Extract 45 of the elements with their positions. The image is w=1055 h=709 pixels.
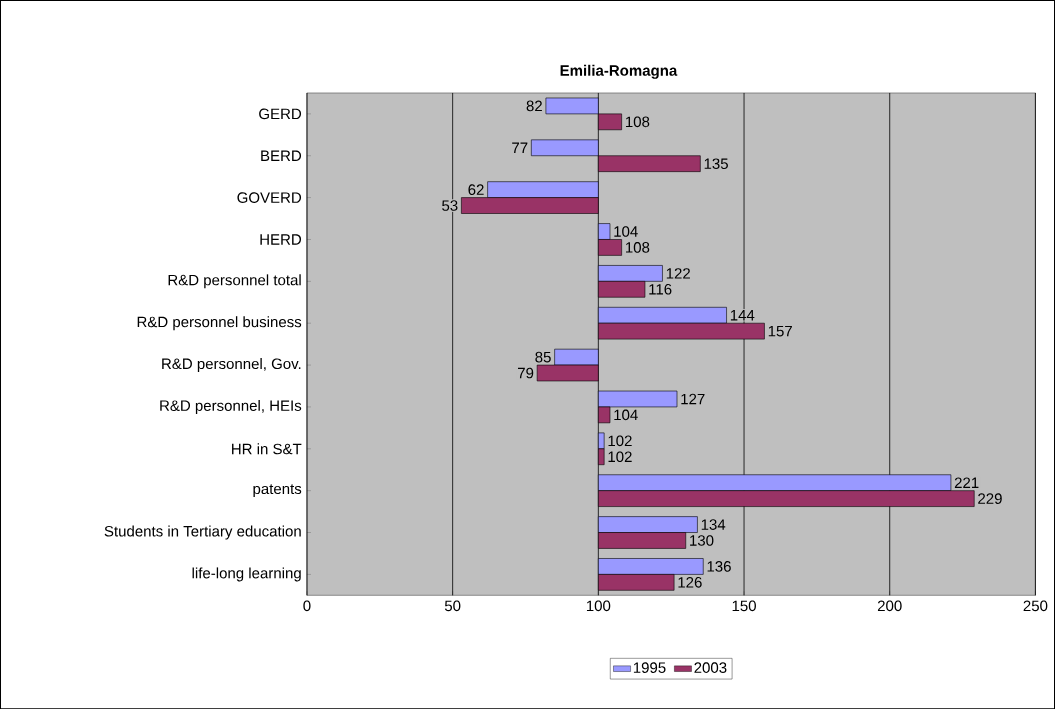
data-label: 134 — [701, 519, 726, 530]
x-tick-label: 50 — [444, 600, 461, 611]
y-tick-label: R&D personnel total — [168, 274, 301, 289]
y-tick-label: Students in Tertiary education — [104, 525, 301, 540]
data-label: 108 — [626, 241, 650, 253]
y-tick-label: R&D personnel, HEIs — [160, 399, 302, 414]
data-label: 85 — [535, 351, 551, 363]
data-label: 104 — [614, 226, 638, 237]
y-tick-label: patents — [253, 484, 302, 497]
legend-label: 1995 — [633, 662, 666, 673]
y-tick-label: GERD — [259, 108, 302, 120]
y-tick-label: BERD — [261, 150, 302, 161]
data-label: 82 — [526, 100, 542, 112]
data-label: 229 — [978, 493, 1002, 504]
x-tick-label: 0 — [303, 600, 311, 611]
data-label: 144 — [730, 309, 755, 321]
data-label: 104 — [614, 409, 638, 421]
x-tick-label: 200 — [877, 600, 902, 611]
data-label: 77 — [512, 142, 528, 153]
x-tick-label: 250 — [1023, 600, 1048, 611]
x-tick-label: 150 — [732, 600, 756, 611]
x-tick-label: 100 — [586, 600, 611, 611]
chart-title: Emilia-Romagna — [560, 64, 678, 79]
legend-label: 2003 — [694, 662, 727, 673]
y-tick-label: GOVERD — [237, 192, 302, 203]
y-tick-label: R&D personnel, Gov. — [162, 357, 301, 372]
data-label: 53 — [442, 200, 458, 211]
data-label: 136 — [707, 560, 731, 572]
y-tick-label: HR in S&T — [232, 443, 302, 455]
data-label: 221 — [954, 477, 979, 488]
y-tick-label: HERD — [260, 234, 302, 245]
y-tick-label: R&D personnel business — [137, 316, 302, 331]
data-label: 116 — [649, 283, 672, 295]
y-tick-label: life-long learning — [192, 567, 301, 582]
data-label: 127 — [681, 393, 705, 405]
data-label: 62 — [468, 184, 484, 195]
data-label: 135 — [704, 158, 728, 169]
data-label: 122 — [666, 267, 690, 279]
data-label: 79 — [518, 367, 534, 379]
data-label: 157 — [768, 325, 792, 337]
data-label: 130 — [690, 534, 714, 546]
data-label: 126 — [678, 576, 702, 588]
data-label: 108 — [626, 116, 650, 127]
data-label: 102 — [608, 435, 632, 446]
data-label: 102 — [608, 451, 632, 462]
